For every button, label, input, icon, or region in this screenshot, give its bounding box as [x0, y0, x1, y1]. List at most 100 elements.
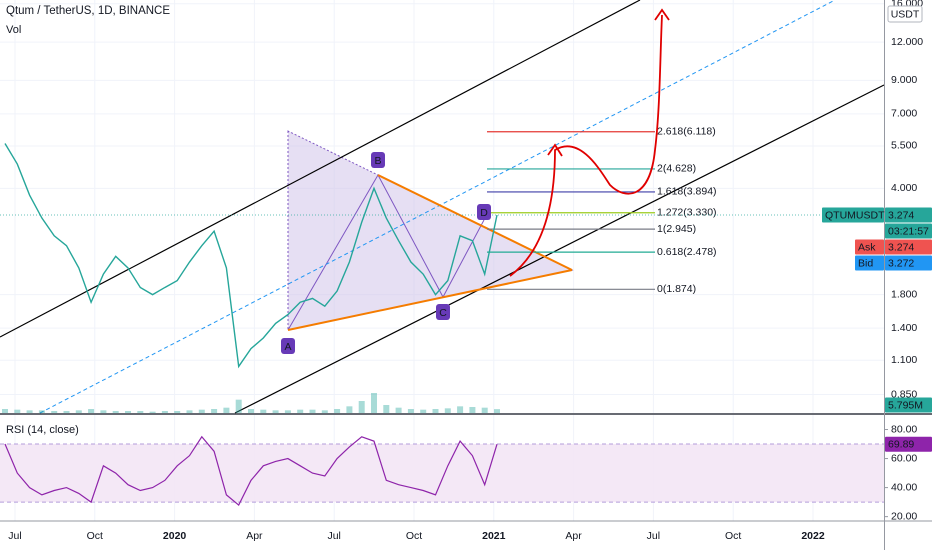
y-tick-label: 1.800 — [891, 288, 917, 300]
volume-bar — [112, 411, 119, 413]
currency-box[interactable] — [887, 5, 923, 23]
volume-bar — [260, 409, 267, 413]
chart-title: Qtum / TetherUS, 1D, BINANCE — [6, 5, 170, 17]
y-tick-label: 5.500 — [891, 140, 917, 152]
fib-label: 2(4.628) — [657, 163, 696, 175]
last-price-badge: 3.274 — [888, 209, 914, 221]
volume-bar — [334, 409, 341, 413]
volume-bar — [420, 409, 427, 413]
rsi-tick-label: 40.00 — [891, 481, 917, 493]
time-label: Jul — [327, 530, 340, 542]
time-label: Apr — [246, 530, 263, 542]
time-label: Oct — [725, 530, 741, 542]
fib-label: 0(1.874) — [657, 283, 696, 295]
volume-bar — [161, 411, 168, 413]
time-label: Jul — [647, 530, 660, 542]
volume-badge-bg — [885, 397, 932, 413]
last-price-badge-bg — [885, 207, 932, 223]
volume-bar — [2, 409, 8, 413]
pattern-badge — [436, 304, 450, 320]
time-label: Oct — [406, 530, 422, 542]
abcd-lines — [287, 173, 485, 331]
volume-bar — [125, 411, 131, 413]
volume-bar — [75, 410, 82, 413]
y-tick-label: 4.000 — [891, 182, 917, 194]
y-tick-label: 7.000 — [891, 108, 917, 120]
arrowhead — [547, 143, 563, 157]
pattern-labels: A B C D — [281, 152, 491, 354]
fib-label: 1.272(3.330) — [657, 207, 717, 219]
rsi-line — [4, 435, 498, 506]
y-tick-label: 1.100 — [891, 354, 917, 366]
symbol-badge: QTUMUSDT — [825, 209, 885, 221]
volume-bar — [88, 409, 95, 413]
volume-bar — [383, 405, 390, 413]
ask-price: 3.274 — [888, 241, 914, 253]
rsi-band — [0, 444, 884, 503]
volume-label: Vol — [6, 24, 21, 36]
volume-bar — [284, 410, 291, 413]
volume-bar — [198, 409, 205, 413]
time-label: 2022 — [801, 530, 825, 542]
volume-bar — [38, 410, 45, 413]
volume-bar — [444, 408, 451, 413]
volume-bar — [371, 393, 377, 413]
bid-label-bg — [855, 255, 884, 271]
y-tick-label: 12.000 — [891, 36, 923, 48]
axes: Jul Oct 2020 Apr Jul Oct 2021 Apr Jul Oct 2022 16.0… — [8, 0, 932, 542]
fib-levels: 2.618(6.118) 2(4.628) 1.618(3.894) 1.272(3.… — [487, 126, 717, 295]
ask-label-bg — [855, 239, 884, 255]
symbol-badge-bg — [822, 207, 884, 223]
volume-bar — [481, 407, 488, 413]
grid — [0, 0, 884, 521]
fib-label: 1(2.945) — [657, 223, 696, 235]
pattern-badge — [371, 152, 385, 168]
volume-bar — [297, 409, 304, 413]
pattern-badge — [281, 338, 295, 354]
volume-bar — [248, 409, 254, 413]
volume-bar — [211, 409, 218, 413]
pattern-label: B — [374, 155, 381, 167]
volume-bar — [494, 409, 500, 413]
volume-badge: 5.795M — [888, 399, 923, 411]
time-label: Apr — [565, 530, 582, 542]
price-line — [4, 143, 498, 369]
price-series — [0, 143, 884, 506]
rsi-tick-label: 20.00 — [891, 510, 917, 522]
volume-bar — [469, 407, 476, 413]
ask-label: Ask — [858, 241, 876, 253]
triangle-support — [287, 269, 573, 331]
channel-mid — [39, 0, 836, 414]
volume-bar — [346, 406, 353, 413]
rsi-tick-label: 80.00 — [891, 423, 917, 435]
rsi-badge-bg — [885, 436, 932, 452]
time-label: Oct — [87, 530, 103, 542]
ask-price-bg — [885, 239, 932, 255]
channel-upper — [0, 0, 641, 338]
volume-bar — [186, 410, 193, 413]
volume-bar — [137, 411, 144, 413]
volume-bar — [432, 409, 439, 413]
volume-bar — [14, 409, 21, 413]
bid-price-bg — [885, 255, 932, 271]
countdown-badge-bg — [885, 223, 932, 239]
countdown-badge: 03:21:57 — [888, 225, 929, 237]
volume-bar — [223, 407, 230, 413]
fib-label: 1.618(3.894) — [657, 186, 717, 198]
y-tick-label: 0.850 — [891, 388, 917, 400]
rsi-title: RSI (14, close) — [6, 424, 79, 436]
volume-bar — [174, 411, 181, 413]
volume-bar — [63, 411, 70, 413]
volume-bar — [309, 409, 316, 413]
volume-bar — [51, 411, 58, 413]
rsi-tick-label: 60.00 — [891, 452, 917, 464]
fib-label: 0.618(2.478) — [657, 246, 717, 258]
currency: USDT — [891, 8, 920, 20]
volume-bar — [395, 407, 402, 413]
volume-bar — [149, 411, 156, 413]
pattern-label: D — [480, 207, 488, 219]
pattern-label: A — [284, 341, 291, 353]
volume-bar — [407, 409, 414, 413]
time-label: 2021 — [482, 530, 506, 542]
